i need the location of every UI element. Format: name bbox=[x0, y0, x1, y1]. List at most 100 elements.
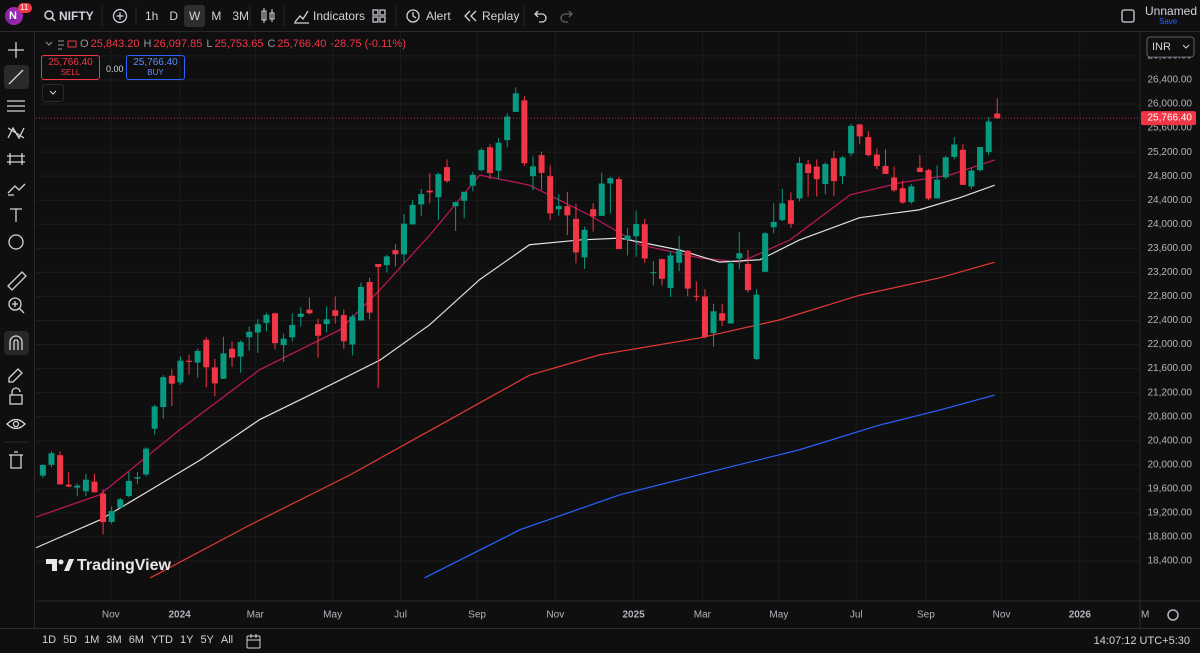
crosshair-tool[interactable] bbox=[8, 42, 24, 58]
settings-icon[interactable] bbox=[1167, 609, 1179, 621]
avatar[interactable] bbox=[5, 7, 23, 25]
pattern-tool[interactable] bbox=[7, 126, 25, 140]
watermark: TradingView bbox=[77, 557, 172, 574]
interval-button[interactable]: D bbox=[169, 9, 179, 23]
y-tick-label: 24,800.00 bbox=[1148, 171, 1193, 182]
range-button[interactable]: 1D bbox=[42, 634, 57, 646]
candle-body bbox=[272, 313, 279, 344]
candle-body bbox=[237, 342, 244, 357]
chevron-icon bbox=[1182, 44, 1190, 49]
x-tick-label: Jul bbox=[394, 610, 407, 621]
candle-body bbox=[762, 233, 769, 272]
trend-line-tool[interactable] bbox=[8, 69, 24, 85]
candle-body bbox=[117, 499, 124, 508]
y-tick-label: 18,800.00 bbox=[1148, 532, 1193, 543]
range-button[interactable]: 1Y bbox=[179, 634, 194, 646]
icon-tool[interactable] bbox=[8, 234, 24, 250]
alert-icon[interactable] bbox=[406, 9, 420, 23]
currency[interactable]: INR bbox=[1152, 41, 1171, 53]
indicators-icon[interactable] bbox=[294, 10, 309, 24]
candle-body bbox=[693, 295, 700, 297]
magnet-tool[interactable] bbox=[9, 335, 23, 350]
candle-body bbox=[925, 170, 932, 199]
lock-drawing-tool[interactable] bbox=[8, 368, 23, 383]
candle-body bbox=[323, 319, 330, 325]
chart-type-icon[interactable] bbox=[261, 8, 275, 23]
x-tick-label: Nov bbox=[102, 610, 120, 621]
candle-body bbox=[521, 100, 528, 164]
last-price-tag bbox=[1141, 111, 1196, 126]
range-button[interactable]: 5D bbox=[63, 634, 78, 646]
compare-icon[interactable] bbox=[112, 8, 128, 24]
layout-cell bbox=[372, 16, 379, 23]
axes: 18,400.00 18,800.00 19,200.00 19,600.00 20,0… bbox=[36, 51, 1196, 621]
interval-button[interactable]: 1h bbox=[145, 9, 159, 23]
clock[interactable]: 14:07:12 UTC+5:30 bbox=[1093, 635, 1190, 647]
symbol[interactable]: NIFTY bbox=[59, 9, 94, 23]
logo-dot bbox=[58, 559, 64, 565]
watermark-logo bbox=[46, 559, 74, 571]
interval-button[interactable]: W bbox=[184, 5, 206, 27]
save-button[interactable]: Save bbox=[1159, 17, 1178, 26]
collapse-icon[interactable] bbox=[45, 41, 53, 46]
drawing-tools bbox=[4, 42, 29, 469]
currency-box[interactable] bbox=[1146, 36, 1195, 58]
layout-name[interactable]: Unnamed bbox=[1145, 4, 1198, 18]
market-status bbox=[67, 40, 77, 48]
search-icon[interactable] bbox=[44, 10, 54, 20]
x-tick-label: Sep bbox=[468, 610, 486, 621]
replay-button[interactable]: Replay bbox=[482, 9, 520, 23]
candle-body bbox=[297, 313, 304, 317]
zoom-tool[interactable] bbox=[8, 297, 22, 311]
candle-body bbox=[779, 203, 786, 221]
candle-body bbox=[340, 315, 347, 342]
sell-button[interactable]: 25,766.40 SELL bbox=[41, 55, 100, 80]
expand-button[interactable] bbox=[42, 84, 64, 102]
moving-average bbox=[150, 261, 995, 579]
candle-body bbox=[194, 350, 201, 363]
lock-tool[interactable] bbox=[9, 394, 23, 405]
x-tick-label: M bbox=[1141, 610, 1149, 621]
range-button[interactable]: All bbox=[220, 634, 234, 646]
text-tool[interactable] bbox=[10, 208, 22, 222]
alert-button[interactable]: Alert bbox=[426, 9, 451, 23]
legend-value: 25,766.40 bbox=[277, 38, 327, 50]
legend-value: 25,753.65 bbox=[214, 38, 264, 50]
range-button[interactable]: 1M bbox=[84, 634, 100, 646]
legend-value: 25,843.20 bbox=[90, 38, 140, 50]
range-button[interactable]: 3M bbox=[106, 634, 122, 646]
brush-tool[interactable] bbox=[7, 183, 26, 196]
candle-body bbox=[547, 176, 554, 214]
range-button[interactable]: YTD bbox=[150, 634, 173, 646]
layout-icon[interactable] bbox=[372, 9, 386, 23]
layout-checkbox[interactable] bbox=[1121, 9, 1135, 23]
candle-body bbox=[822, 163, 829, 184]
interval-button[interactable]: M bbox=[211, 9, 222, 23]
candle-body bbox=[538, 155, 545, 173]
fib-tool[interactable] bbox=[7, 100, 25, 112]
interval-button[interactable]: 3M bbox=[232, 9, 250, 23]
x-tick-label: Nov bbox=[546, 610, 564, 621]
replay-icon[interactable] bbox=[464, 10, 477, 22]
measure-tool[interactable] bbox=[7, 271, 27, 291]
visibility-tool[interactable] bbox=[6, 418, 26, 430]
buy-button[interactable]: 25,766.40 BUY bbox=[126, 55, 185, 80]
y-tick-label: 22,800.00 bbox=[1148, 291, 1193, 302]
legend-key: O bbox=[80, 38, 89, 50]
legend-key: C bbox=[267, 38, 276, 50]
x-tick-label: Mar bbox=[247, 610, 265, 621]
badge-count: 11 bbox=[20, 3, 29, 12]
range-button[interactable]: 5Y bbox=[200, 634, 214, 646]
candle-body bbox=[452, 202, 459, 207]
logo-shape bbox=[46, 559, 57, 571]
projection-tool[interactable] bbox=[7, 153, 25, 165]
undo-icon[interactable] bbox=[534, 10, 547, 23]
toolbar-icons bbox=[5, 3, 1135, 26]
indicators-button[interactable]: Indicators bbox=[313, 9, 366, 23]
redo-icon[interactable] bbox=[560, 10, 573, 23]
delete-tool[interactable] bbox=[9, 451, 23, 469]
date-range-icon[interactable] bbox=[244, 632, 264, 652]
top-toolbar: N 11 NIFTY 1h D W M 3M Indicators Alert Repl… bbox=[0, 0, 1200, 32]
range-button[interactable]: 6M bbox=[128, 634, 144, 646]
